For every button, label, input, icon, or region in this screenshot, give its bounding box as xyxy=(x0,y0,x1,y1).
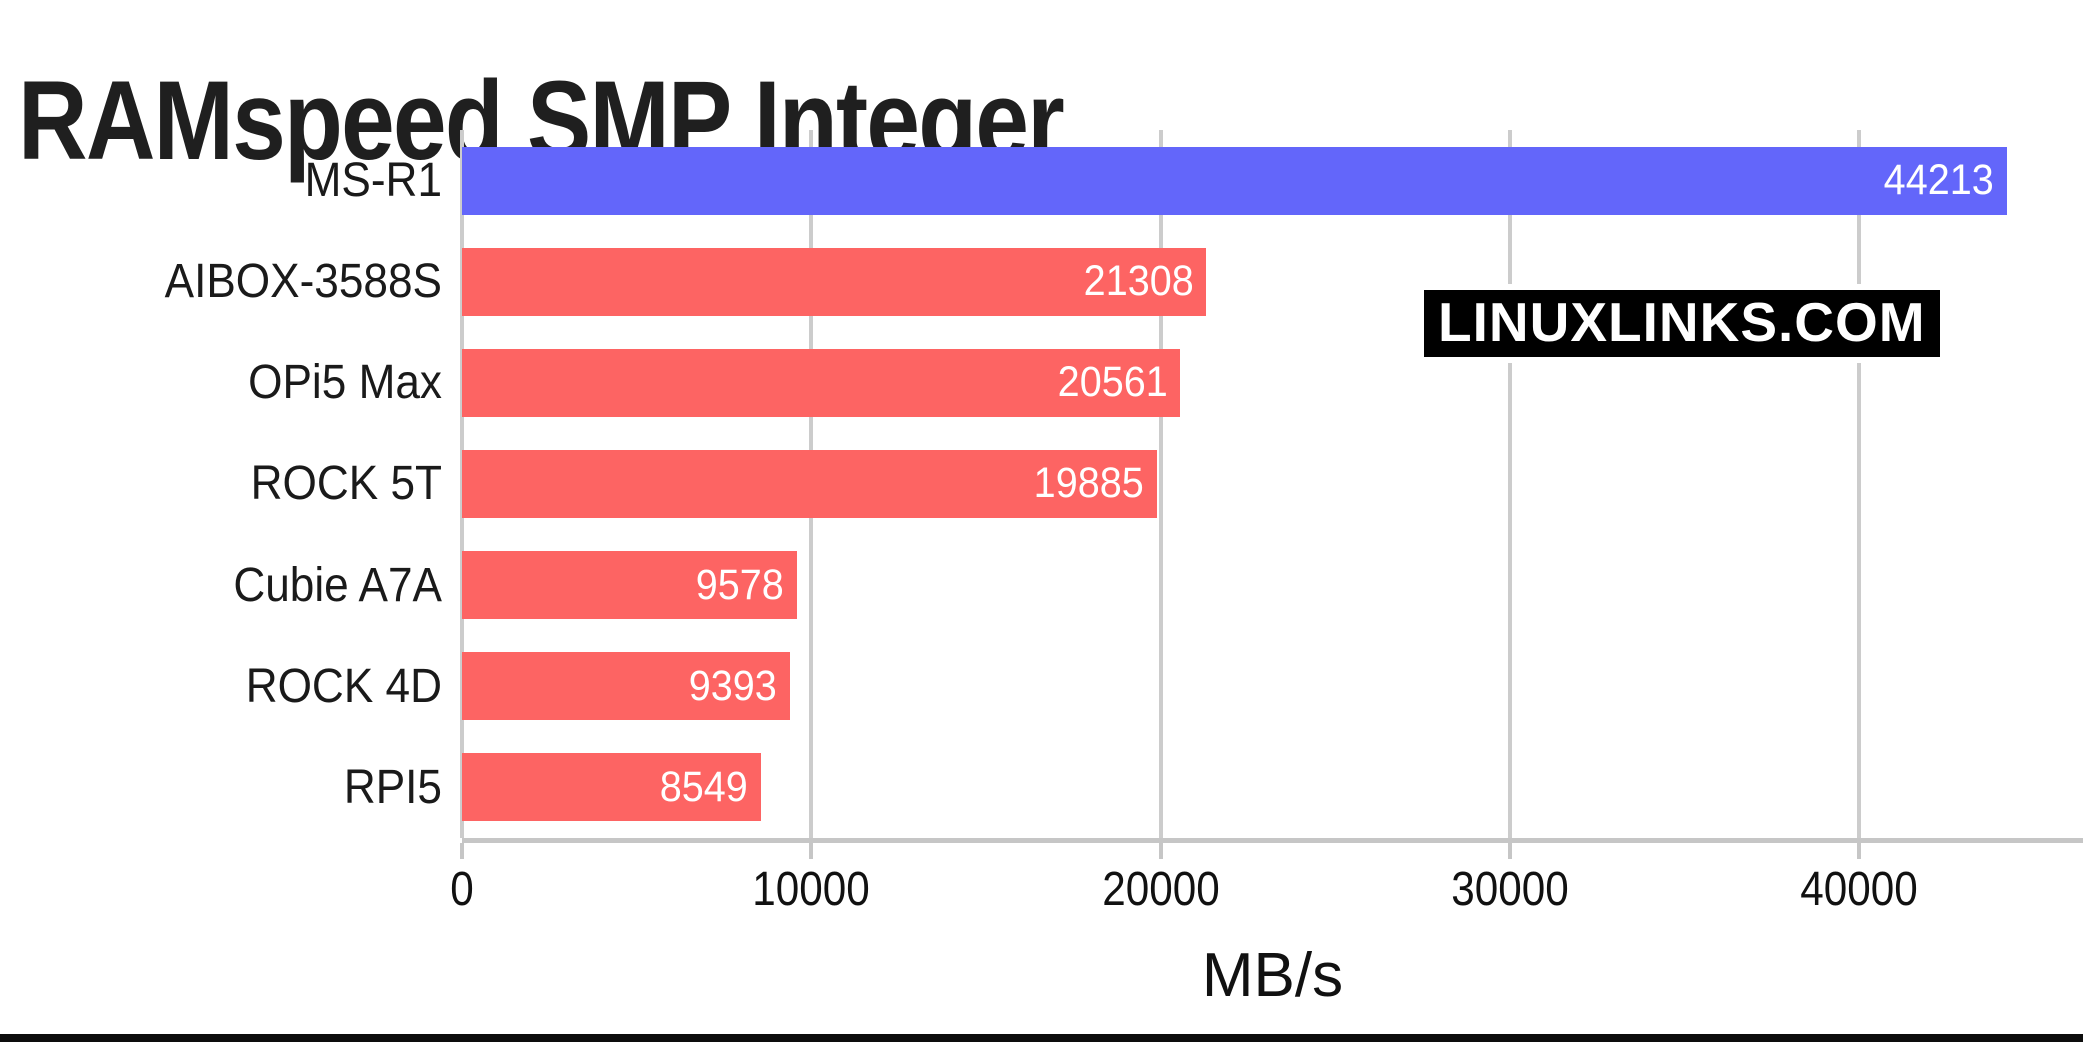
tick-mark xyxy=(1857,843,1862,859)
bottom-border-strip xyxy=(0,1034,2083,1042)
bar: 44213 xyxy=(462,146,2007,215)
category-label: Cubie A7A xyxy=(233,558,442,612)
value-label: 44213 xyxy=(1883,156,1994,205)
bar-row: 20561 xyxy=(462,332,2083,433)
bar: 9578 xyxy=(462,551,797,620)
value-label: 20561 xyxy=(1057,358,1168,407)
category-label: OPi5 Max xyxy=(248,356,442,410)
category-label: ROCK 4D xyxy=(245,659,442,713)
bar: 8549 xyxy=(462,753,761,822)
value-label: 19885 xyxy=(1033,459,1144,508)
gridline xyxy=(1508,130,1513,838)
bar-rows: 44213 21308 20561 19885 9578 9393 8549 xyxy=(462,130,2083,838)
plot-area: 44213 21308 20561 19885 9578 9393 8549 xyxy=(460,130,2083,859)
tick-mark xyxy=(1508,843,1513,859)
bar-row: 9578 xyxy=(462,535,2083,636)
bar-row: 44213 xyxy=(462,130,2083,231)
gridline xyxy=(1158,130,1163,838)
x-axis-tick-labels: 0 10000 20000 30000 40000 xyxy=(450,862,2083,922)
value-label: 9393 xyxy=(689,661,778,710)
category-label: AIBOX-3588S xyxy=(164,255,442,309)
tick-label: 20000 xyxy=(1101,863,1220,916)
bar: 19885 xyxy=(462,449,1157,518)
bar: 21308 xyxy=(462,247,1207,316)
category-label: MS-R1 xyxy=(304,154,442,208)
tick-label: 0 xyxy=(450,863,474,916)
category-label: ROCK 5T xyxy=(250,457,442,511)
value-label: 8549 xyxy=(659,762,748,811)
tick-label: 30000 xyxy=(1451,863,1569,916)
bar: 9393 xyxy=(462,652,791,721)
gridline xyxy=(1857,130,1862,838)
category-axis: MS-R1 AIBOX-3588S OPi5 Max ROCK 5T Cubie A7A… xyxy=(0,130,442,838)
tick-mark xyxy=(809,843,814,859)
tick-mark xyxy=(460,843,464,859)
tick-mark xyxy=(1158,843,1163,859)
bar-row: 21308 xyxy=(462,231,2083,332)
bar-row: 8549 xyxy=(462,737,2083,838)
value-label: 9578 xyxy=(695,560,784,609)
watermark-badge: LINUXLINKS.COM xyxy=(1418,284,1946,363)
tick-label: 40000 xyxy=(1800,863,1919,916)
value-label: 21308 xyxy=(1083,257,1194,306)
bar: 20561 xyxy=(462,348,1181,417)
category-label: RPI5 xyxy=(343,760,442,814)
bar-row: 9393 xyxy=(462,636,2083,737)
x-axis-label: MB/s xyxy=(1201,941,1344,1010)
tick-label: 10000 xyxy=(752,863,871,916)
bar-row: 19885 xyxy=(462,433,2083,534)
